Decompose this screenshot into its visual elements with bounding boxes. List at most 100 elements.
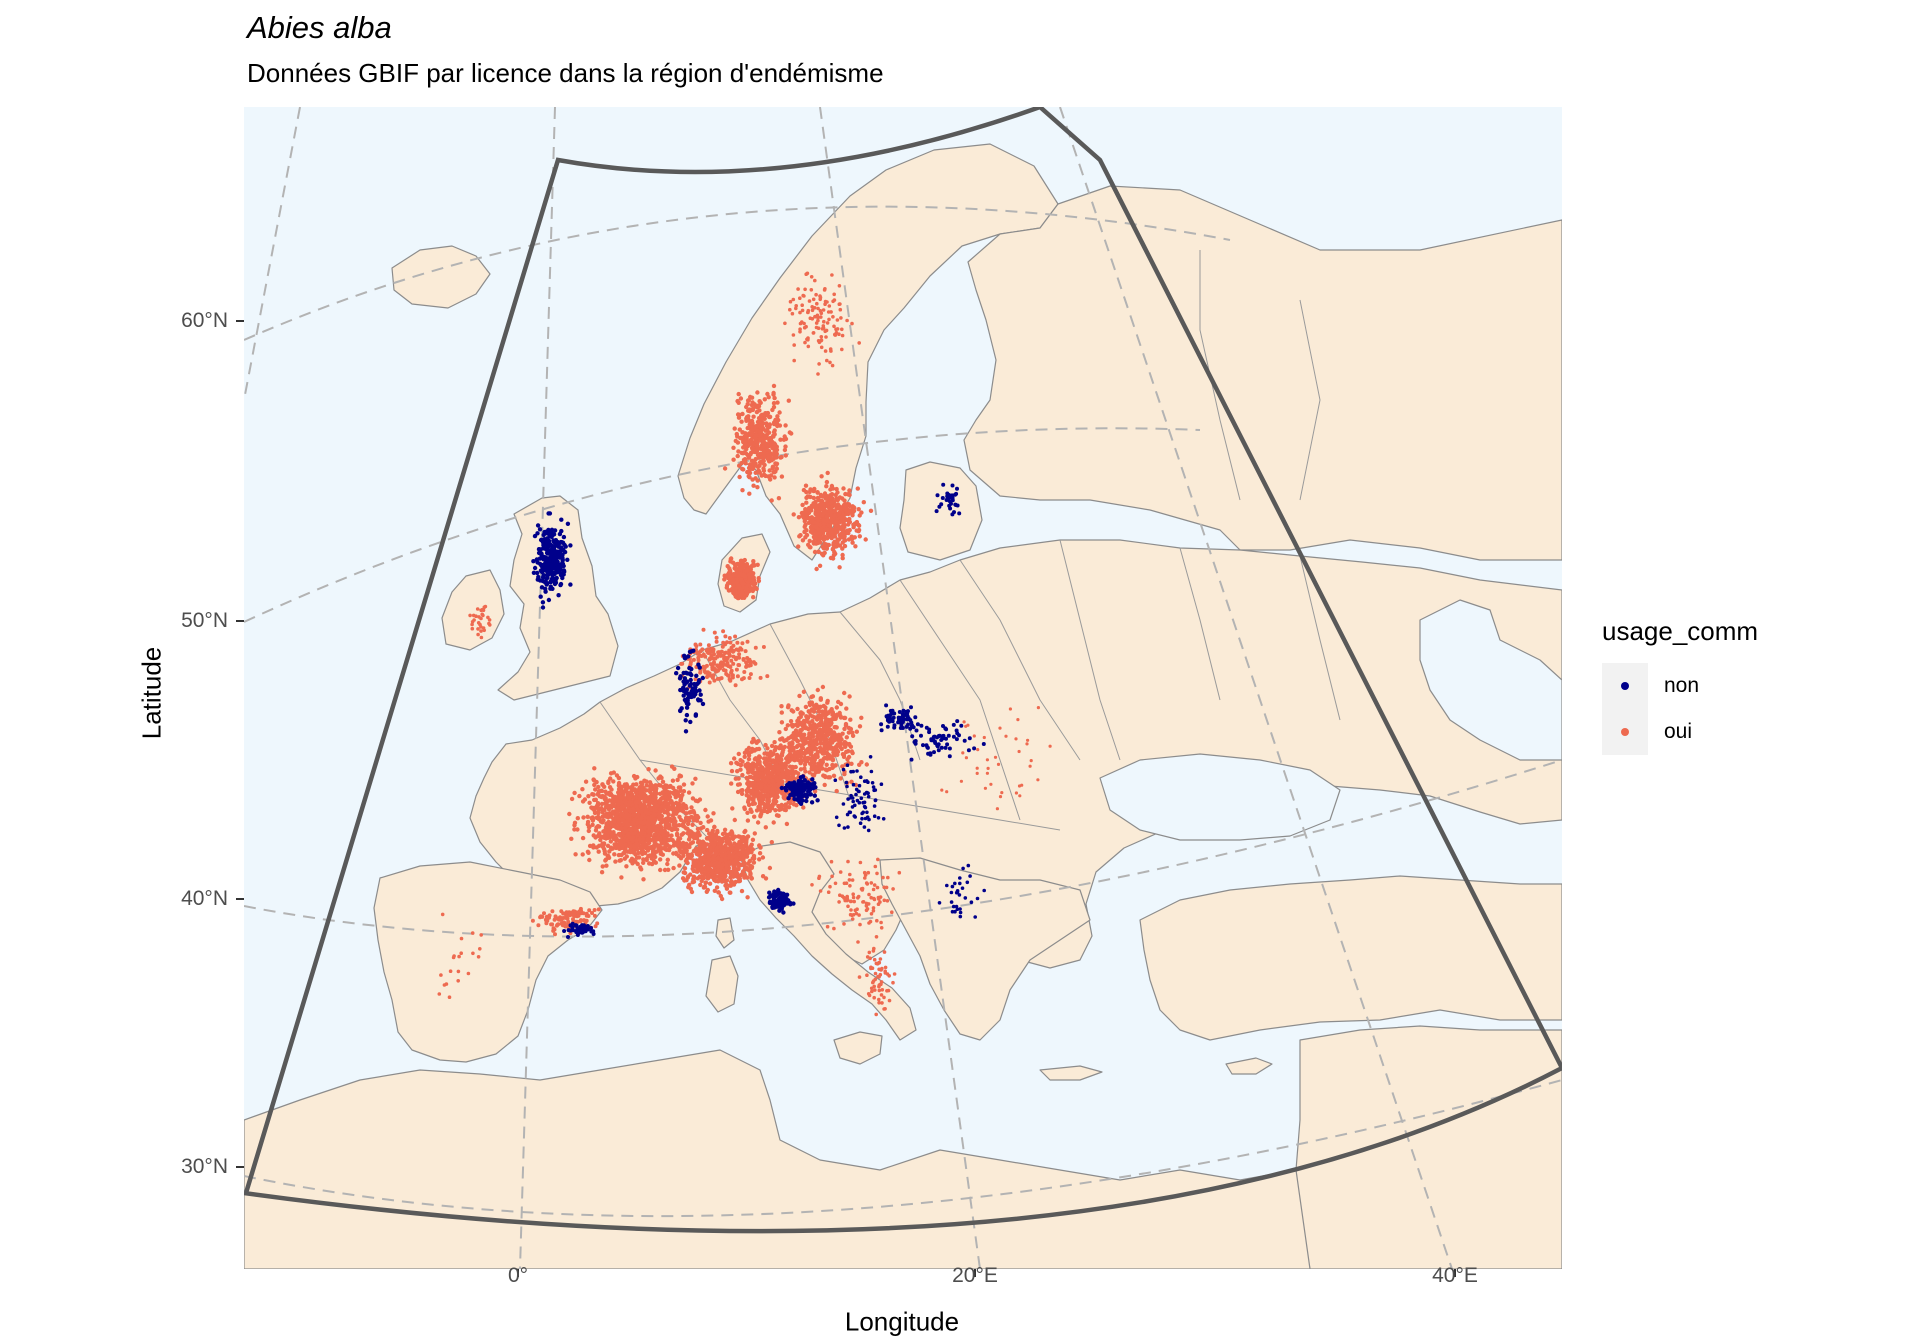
occurrence-point [630,809,635,814]
occurrence-point [810,714,815,719]
occurrence-point [774,761,779,767]
occurrence-point [845,757,850,762]
occurrence-point [737,782,742,787]
occurrence-point [648,800,653,805]
occurrence-point [634,804,639,809]
occurrence-point [802,325,807,330]
occurrence-point [761,793,767,799]
occurrence-point [595,833,601,839]
occurrence-point [751,586,756,592]
occurrence-point [760,440,765,445]
occurrence-point [751,785,756,790]
occurrence-point [622,825,628,831]
occurrence-point [837,332,841,337]
occurrence-point [759,811,764,817]
occurrence-point [784,821,790,827]
occurrence-point [756,746,762,752]
occurrence-point [619,826,624,831]
occurrence-point [694,869,699,874]
occurrence-point [857,762,862,767]
occurrence-point [811,703,817,708]
occurrence-point [846,725,852,731]
occurrence-point [853,544,858,549]
occurrence-point [777,423,783,428]
occurrence-point [710,869,715,874]
occurrence-point [830,710,835,715]
occurrence-point [683,846,688,851]
occurrence-point [706,819,711,824]
occurrence-point [821,521,827,527]
occurrence-point [770,786,776,791]
occurrence-point [763,413,768,418]
occurrence-point [652,790,658,795]
occurrence-point [840,333,845,338]
occurrence-point [829,496,835,501]
occurrence-point [850,730,855,735]
occurrence-point [702,872,707,878]
occurrence-point [897,870,902,875]
occurrence-point [733,572,738,577]
occurrence-point [703,880,709,885]
occurrence-point [761,801,767,807]
occurrence-point [856,523,862,528]
occurrence-point [788,719,794,724]
occurrence-point [773,745,778,750]
occurrence-point [840,556,845,561]
occurrence-point [837,284,842,288]
occurrence-point [831,716,836,722]
occurrence-point [808,723,813,728]
occurrence-point [746,849,751,854]
occurrence-point [730,806,735,811]
occurrence-point [819,502,824,507]
occurrence-point [687,810,692,815]
occurrence-point [636,824,642,829]
occurrence-point [689,852,694,857]
occurrence-point [830,874,834,879]
occurrence-point [872,995,876,1000]
occurrence-point [801,805,806,810]
occurrence-point [847,492,852,498]
occurrence-point [818,696,823,701]
occurrence-point [722,577,727,582]
occurrence-point [816,709,821,714]
occurrence-point [744,404,749,410]
occurrence-point [640,813,646,818]
occurrence-point [812,747,817,752]
occurrence-point [824,527,829,533]
occurrence-point [569,796,575,802]
occurrence-point [679,844,685,849]
occurrence-point [875,918,879,923]
occurrence-point [658,809,663,814]
occurrence-point [803,704,809,710]
occurrence-point [673,811,678,816]
occurrence-point [661,832,667,838]
occurrence-point [707,857,712,862]
occurrence-point [596,814,601,820]
occurrence-point [868,919,873,924]
occurrence-point [775,400,780,405]
occurrence-point [764,441,769,446]
occurrence-point [613,859,618,864]
occurrence-point [757,857,762,862]
occurrence-point [660,790,665,795]
occurrence-point [716,878,721,883]
occurrence-point [591,792,596,797]
occurrence-point [848,717,853,722]
occurrence-point [785,705,791,710]
occurrence-point [807,770,812,775]
occurrence-point [792,343,796,347]
occurrence-point [848,899,853,904]
occurrence-point [586,850,591,855]
occurrence-point [778,455,783,460]
occurrence-point [829,506,834,511]
occurrence-point [770,445,775,450]
occurrence-point [863,537,868,542]
occurrence-point [857,913,861,917]
occurrence-point [647,861,652,866]
occurrence-point [616,802,621,807]
occurrence-point [814,717,820,722]
occurrence-point [769,840,774,845]
occurrence-point [771,751,776,756]
occurrence-point [559,909,564,914]
occurrence-point [808,736,813,741]
